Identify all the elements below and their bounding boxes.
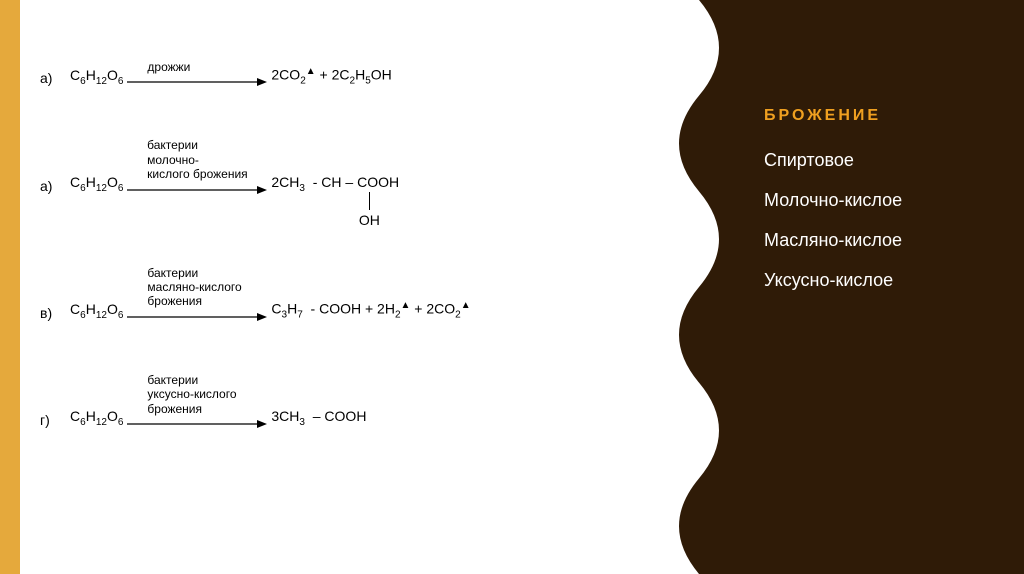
- products: 2CH3 - CH – COOHOH: [271, 174, 399, 196]
- products: 2CO2▲ + 2C2H5OH: [271, 66, 391, 88]
- products: 3CH3 – COOH: [271, 408, 366, 430]
- equation-label: в): [40, 305, 70, 323]
- arrow-label: дрожжи: [147, 60, 247, 74]
- equation-label: а): [40, 178, 70, 196]
- equation-row: г)C6H12O6 бактерии уксусно-кислого брожен…: [40, 373, 624, 430]
- left-accent-bar: [0, 0, 20, 574]
- reaction-arrow: бактерии масляно-кислого брожения: [127, 266, 267, 323]
- products: C3H7 - COOH + 2H2▲ + 2CO2▲: [271, 300, 470, 322]
- reactant: C6H12O6: [70, 67, 123, 89]
- equation-row: а)C6H12O6 дрожжи 2CO2▲ + 2C2H5OH: [40, 60, 624, 88]
- reaction-arrow: дрожжи: [127, 60, 267, 88]
- reactant: C6H12O6: [70, 408, 123, 430]
- panel-title: БРОЖЕНИЕ: [764, 100, 1004, 132]
- equation-row: а)C6H12O6 бактерии молочно- кислого броже…: [40, 138, 624, 195]
- panel-item: Молочно-кислое: [764, 182, 1004, 218]
- panel-item: Уксусно-кислое: [764, 262, 1004, 298]
- bond-line: [369, 192, 370, 210]
- equation-label: г): [40, 412, 70, 430]
- reaction-arrow: бактерии уксусно-кислого брожения: [127, 373, 267, 430]
- panel-item: Спиртовое: [764, 142, 1004, 178]
- arrow-label: бактерии уксусно-кислого брожения: [147, 373, 247, 416]
- panel-text-block: БРОЖЕНИЕ Спиртовое Молочно-кислое Масляно-…: [764, 100, 1004, 302]
- bond-substituent: OH: [359, 212, 380, 228]
- arrow-icon: [127, 184, 267, 196]
- equation-label: а): [40, 70, 70, 88]
- reaction-arrow: бактерии молочно- кислого брожения: [127, 138, 267, 195]
- arrow-icon: [127, 311, 267, 323]
- arrow-label: бактерии молочно- кислого брожения: [147, 138, 248, 181]
- panel-item: Масляно-кислое: [764, 222, 1004, 258]
- arrow-icon: [127, 418, 267, 430]
- reactant: C6H12O6: [70, 174, 123, 196]
- arrow-icon: [127, 76, 267, 88]
- equations-area: а)C6H12O6дрожжи2CO2▲ + 2C2H5OHа)C6H12O6б…: [20, 0, 644, 574]
- equation-row: в)C6H12O6 бактерии масляно-кислого брожен…: [40, 266, 624, 323]
- arrow-label: бактерии масляно-кислого брожения: [147, 266, 247, 309]
- right-panel: БРОЖЕНИЕ Спиртовое Молочно-кислое Масляно-…: [644, 0, 1024, 574]
- reactant: C6H12O6: [70, 301, 123, 323]
